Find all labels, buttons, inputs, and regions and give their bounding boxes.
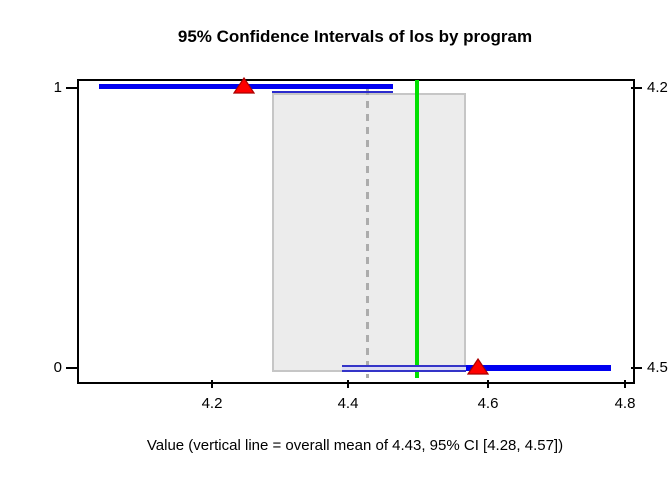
y-tick-1 <box>66 87 77 89</box>
y-tick-0 <box>66 367 77 369</box>
overall-ci-box <box>272 93 466 372</box>
x-tick-label-4-2: 4.2 <box>201 395 223 412</box>
y-tick-label-0: 0 <box>53 359 62 376</box>
mean-triangle-program-1 <box>233 77 255 94</box>
x-tick-label-4-4: 4.4 <box>337 395 359 412</box>
right-tick-label-bottom: 4.5 <box>647 359 668 376</box>
ci-line-program-0 <box>466 365 611 371</box>
x-tick-4-4 <box>347 380 349 388</box>
x-tick-4-2 <box>211 380 213 388</box>
ci-line-program-0-muted-segment <box>342 365 466 372</box>
right-tick-label-top: 4.2 <box>647 79 668 96</box>
y-tick-label-1: 1 <box>53 79 62 96</box>
overall-mean-dashed-line <box>366 88 369 378</box>
x-tick-label-4-6: 4.6 <box>477 395 499 412</box>
x-tick-4-6 <box>487 380 489 388</box>
reference-line-green <box>415 80 419 378</box>
x-tick-4-8 <box>624 380 626 388</box>
chart-title: 95% Confidence Intervals of los by progr… <box>177 27 533 46</box>
right-tick-bottom <box>631 367 642 369</box>
ci-line-program-1-underlay <box>272 91 393 93</box>
x-tick-label-4-8: 4.8 <box>614 395 636 412</box>
mean-triangle-program-0 <box>467 358 489 375</box>
x-axis-caption: Value (vertical line = overall mean of 4… <box>146 437 564 454</box>
right-tick-top <box>631 87 642 89</box>
